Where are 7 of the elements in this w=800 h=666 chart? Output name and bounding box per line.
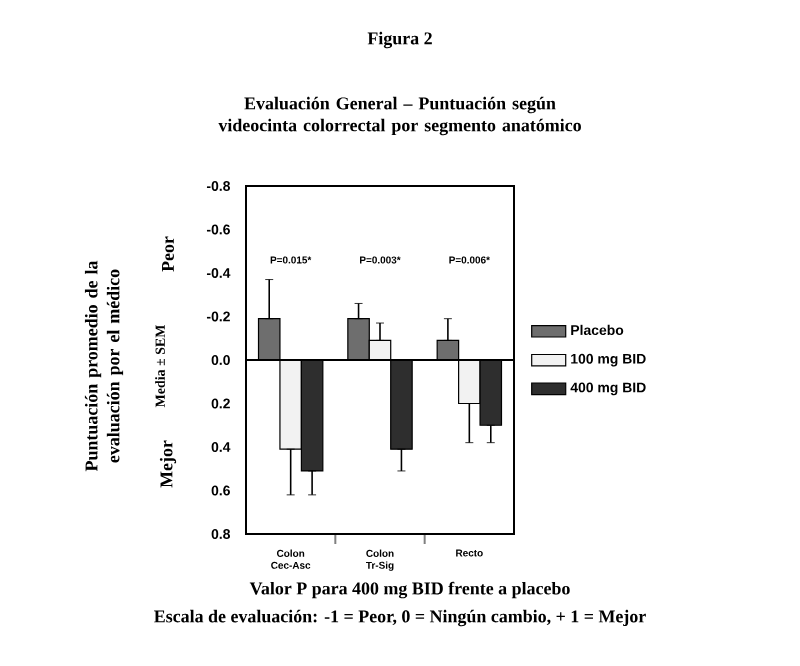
- text: Peor: [162, 236, 174, 272]
- text: Mejor: [159, 440, 177, 488]
- chart-subtitle: Evaluación General – Puntuación según videocinta colorrectal por segmento anatómico: [218, 96, 581, 136]
- chart-title: Figura 2: [367, 31, 432, 49]
- y-axis-title: Puntuación promedio de la evaluación por el médico: [84, 260, 124, 472]
- text: Escala de evaluación: -1 = Peor, 0 = Ningún cambio, + 1 = Mejor: [154, 609, 646, 627]
- text: Valor P para 400 mg BID frente a placebo: [249, 581, 570, 599]
